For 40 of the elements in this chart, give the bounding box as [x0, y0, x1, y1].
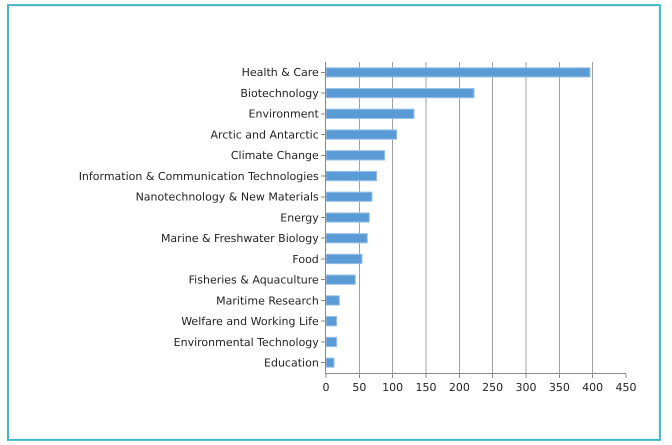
y-tick-label: Environmental Technology	[174, 336, 320, 349]
y-tick-label: Nanotechnology & New Materials	[136, 190, 320, 204]
x-tick-label: 250	[482, 381, 504, 394]
bar	[326, 192, 372, 202]
bar	[326, 212, 370, 223]
y-tick-label: Maritime Research	[216, 294, 319, 308]
bar	[326, 67, 590, 78]
x-tick-label: 150	[416, 381, 436, 394]
bar	[326, 295, 340, 306]
bar	[326, 150, 386, 160]
bar	[326, 274, 356, 285]
y-tick-label: Climate Change	[230, 149, 320, 162]
y-tick-label: Environment	[248, 108, 320, 121]
y-tick-label: Health & Care	[242, 66, 320, 80]
y-tick-label: Fisheries & Aquaculture	[188, 274, 320, 287]
x-tick-label: 350	[548, 381, 570, 394]
x-tick-label: 0	[322, 381, 330, 394]
x-tick-label: 300	[516, 381, 536, 394]
bar	[326, 108, 414, 119]
y-tick-label: Arctic and Antarctic	[210, 128, 319, 142]
y-tick-label: Information & Communication Technologies	[78, 170, 320, 183]
bar	[326, 336, 338, 348]
y-tick-label: Biotechnology	[240, 86, 320, 100]
bar	[326, 233, 368, 244]
y-tick-label: Food	[292, 252, 319, 266]
y-tick-label: Welfare and Working Life	[181, 315, 320, 328]
y-tick-label: Energy	[280, 211, 320, 224]
bar	[326, 170, 378, 182]
x-tick-label: 100	[382, 381, 404, 394]
bar	[326, 357, 334, 368]
x-tick-label: 400	[582, 381, 604, 394]
bar	[326, 316, 338, 326]
bar	[326, 254, 362, 264]
y-tick-label: Education	[264, 356, 319, 370]
bar	[326, 129, 398, 140]
x-tick-label: 200	[448, 381, 470, 394]
x-tick-label: 450	[616, 381, 636, 394]
x-tick-label: 50	[352, 381, 366, 394]
bar	[326, 88, 474, 98]
y-tick-label: Marine & Freshwater Biology	[160, 232, 320, 246]
